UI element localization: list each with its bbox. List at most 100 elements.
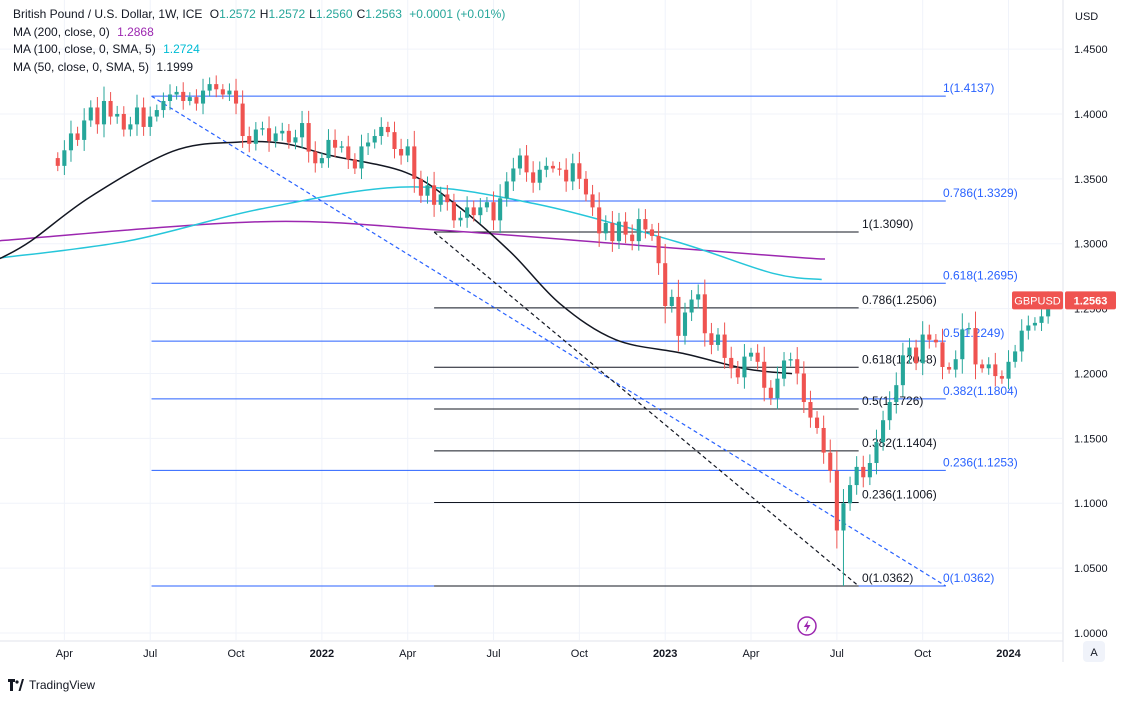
candle-body xyxy=(788,359,793,361)
candle-body xyxy=(722,334,727,358)
candle xyxy=(326,129,331,168)
candle-body xyxy=(491,202,496,221)
candle-body xyxy=(379,126,384,137)
candle xyxy=(273,126,278,148)
price-tick-label: 1.4000 xyxy=(1074,109,1108,121)
candle xyxy=(570,153,575,191)
candle xyxy=(220,84,225,100)
candle xyxy=(643,209,648,239)
candle xyxy=(762,346,767,402)
candle xyxy=(148,106,153,136)
candle-body xyxy=(95,107,100,125)
candle xyxy=(933,334,938,348)
candle xyxy=(385,121,390,137)
candle-body xyxy=(339,146,344,148)
candle xyxy=(669,289,674,313)
candle-body xyxy=(940,342,945,367)
fib-blue-label-0.236: 0.236(1.1253) xyxy=(943,455,1018,469)
candle-body xyxy=(854,466,859,486)
candle xyxy=(207,77,212,97)
ohlc-h: H1.2572 xyxy=(259,7,306,21)
price-change: +0.0001 (+0.01%) xyxy=(409,7,506,21)
candle xyxy=(815,411,820,434)
lightning-icon[interactable] xyxy=(797,616,817,636)
candle-body xyxy=(55,158,60,166)
candle-body xyxy=(300,123,305,138)
candle xyxy=(999,370,1004,384)
candle-body xyxy=(438,194,443,205)
candle xyxy=(121,106,126,137)
footer-branding[interactable]: TradingView xyxy=(8,678,95,692)
candle-body xyxy=(484,202,489,208)
legend-ma100[interactable]: MA (100, close, 0, SMA, 5) 1.2724 xyxy=(13,41,505,59)
candle xyxy=(590,184,595,216)
ma200-label: MA (200, close, 0) xyxy=(13,24,110,39)
candle-body xyxy=(511,168,516,182)
candle-body xyxy=(907,347,912,356)
candle xyxy=(742,344,747,389)
candle xyxy=(359,134,364,180)
candle-body xyxy=(148,116,153,127)
candle xyxy=(854,456,859,495)
candle-body xyxy=(1019,330,1024,352)
legend-ma50[interactable]: MA (50, close, 0, SMA, 5) 1.1999 xyxy=(13,59,505,77)
candle xyxy=(676,279,681,352)
candle-body xyxy=(405,146,410,156)
candle xyxy=(953,350,958,378)
price-tick-label: 1.1000 xyxy=(1074,498,1108,510)
candle xyxy=(927,324,932,349)
candle xyxy=(167,84,173,111)
candle-body xyxy=(359,146,364,169)
candle xyxy=(181,82,186,110)
time-tick-label: Jul xyxy=(143,648,157,660)
candle-body xyxy=(517,155,522,169)
candle-body xyxy=(735,368,740,378)
moving-averages xyxy=(0,140,826,375)
candle xyxy=(544,157,549,178)
candle xyxy=(1013,344,1018,368)
price-tick-label: 1.0000 xyxy=(1074,628,1108,640)
candle-body xyxy=(821,427,826,453)
candle xyxy=(200,78,206,115)
candle xyxy=(768,380,773,406)
candle xyxy=(894,372,899,414)
candle-body xyxy=(115,113,120,117)
candle-body xyxy=(689,299,694,313)
candle-body xyxy=(1006,361,1011,379)
candle xyxy=(907,338,912,364)
legend-ma200[interactable]: MA (200, close, 0) 1.2868 xyxy=(13,24,505,42)
candle-body xyxy=(174,91,179,95)
candle xyxy=(722,322,727,369)
candle xyxy=(108,92,113,125)
auto-scale-button[interactable]: A xyxy=(1083,641,1105,662)
candle xyxy=(715,328,721,351)
candle xyxy=(597,192,602,247)
candle xyxy=(333,129,338,158)
candle-body xyxy=(570,163,575,182)
candle-body xyxy=(848,485,853,504)
candle xyxy=(313,141,318,173)
candle xyxy=(95,97,100,134)
candle-body xyxy=(1013,351,1018,362)
candle xyxy=(702,279,707,347)
candle-body xyxy=(834,470,839,531)
chart-legend: British Pound / U.S. Dollar, 1W, ICE O1.… xyxy=(13,6,505,76)
candle-body xyxy=(267,128,272,142)
candle xyxy=(610,211,615,252)
candle xyxy=(471,200,476,222)
candle xyxy=(412,130,417,193)
time-tick-label: Apr xyxy=(742,648,759,660)
candle-body xyxy=(286,130,291,143)
candle xyxy=(187,92,192,106)
candle xyxy=(227,83,232,101)
candle xyxy=(194,89,199,111)
candle xyxy=(214,75,219,98)
candle-body xyxy=(154,110,159,117)
candle-body xyxy=(808,402,813,418)
candle-body xyxy=(986,364,991,369)
trend-lines xyxy=(151,95,947,587)
ohlc-l: L1.2560 xyxy=(309,7,353,21)
candle-body xyxy=(649,229,655,236)
candle xyxy=(62,140,67,175)
